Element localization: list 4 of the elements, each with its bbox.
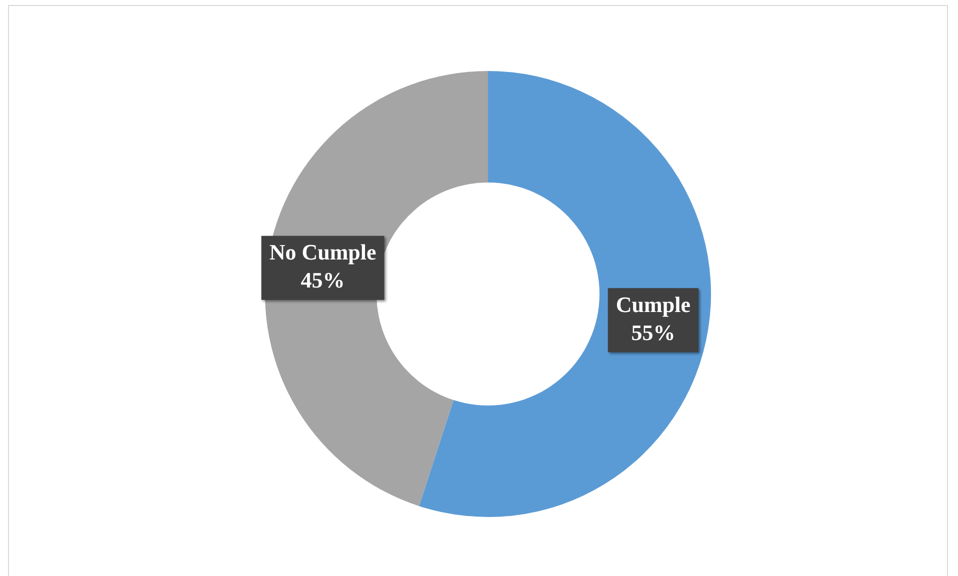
data-label: 55% — [631, 320, 676, 345]
data-label: 45% — [300, 268, 345, 293]
slice-label: No Cumple — [269, 240, 377, 265]
slice-label: Cumple — [616, 292, 691, 317]
